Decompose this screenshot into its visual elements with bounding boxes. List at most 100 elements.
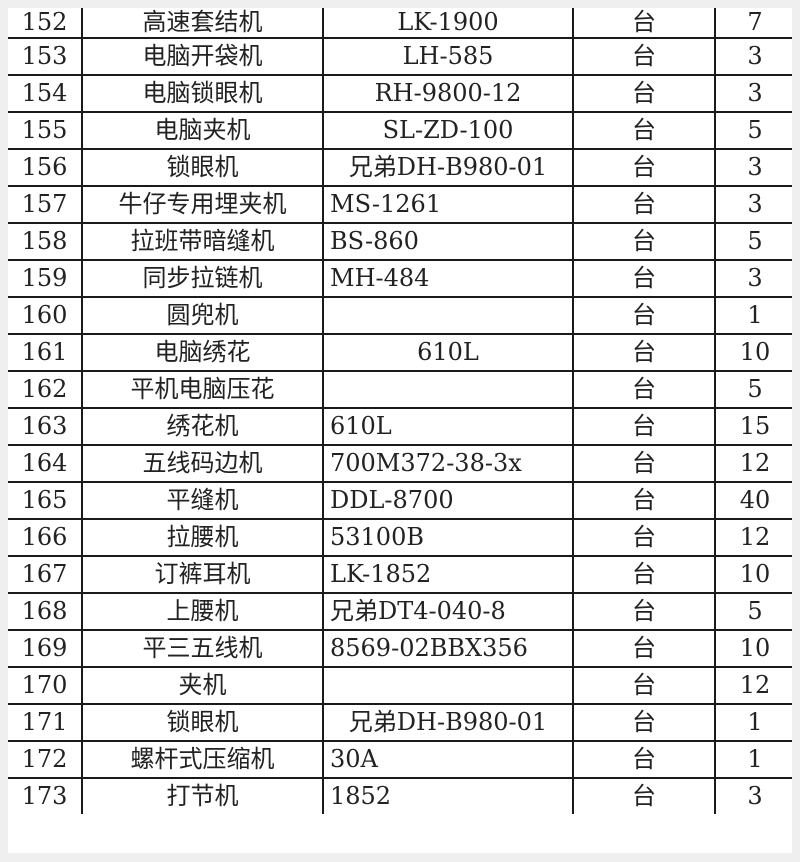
equipment-name-cell: 电脑夹机	[81, 111, 324, 150]
row-number-cell: 171	[8, 703, 83, 742]
unit-cell: 台	[572, 74, 716, 113]
table-row: 165 平缝机 DDL-8700 台 40	[8, 481, 792, 520]
table-row: 160 圆兜机 台 1	[8, 296, 792, 335]
row-number-cell: 169	[8, 629, 83, 668]
table-row: 155 电脑夹机 SL-ZD-100 台 5	[8, 111, 792, 150]
quantity-cell: 3	[714, 259, 792, 298]
quantity-cell: 3	[714, 37, 792, 76]
model-cell	[322, 370, 574, 409]
equipment-name-cell: 订裤耳机	[81, 555, 324, 594]
quantity-cell: 3	[714, 74, 792, 113]
quantity-cell: 12	[714, 666, 792, 705]
row-number-cell: 153	[8, 37, 83, 76]
unit-cell: 台	[572, 555, 716, 594]
model-cell: 8569-02BBX356	[322, 629, 574, 668]
unit-cell: 台	[572, 518, 716, 557]
quantity-cell: 15	[714, 407, 792, 446]
equipment-table-sheet: 152 高速套结机 LK-1900 台 7 153 电脑开袋机 LH-585 台 3 154 电脑锁眼…	[8, 8, 792, 853]
row-number-cell: 168	[8, 592, 83, 631]
table-row: 152 高速套结机 LK-1900 台 7	[8, 8, 792, 39]
unit-cell: 台	[572, 740, 716, 779]
table-row: 164 五线码边机 700M372-38-3x 台 12	[8, 444, 792, 483]
model-cell: SL-ZD-100	[322, 111, 574, 150]
table-row: 154 电脑锁眼机 RH-9800-12 台 3	[8, 74, 792, 113]
unit-cell: 台	[572, 444, 716, 483]
equipment-name-cell: 打节机	[81, 777, 324, 814]
model-cell: 兄弟DH-B980-01	[322, 148, 574, 187]
row-number-cell: 170	[8, 666, 83, 705]
table-row: 173 打节机 1852 台 3	[8, 777, 792, 814]
row-number-cell: 172	[8, 740, 83, 779]
quantity-cell: 1	[714, 740, 792, 779]
unit-cell: 台	[572, 370, 716, 409]
row-number-cell: 156	[8, 148, 83, 187]
equipment-name-cell: 电脑开袋机	[81, 37, 324, 76]
quantity-cell: 1	[714, 296, 792, 335]
unit-cell: 台	[572, 629, 716, 668]
unit-cell: 台	[572, 407, 716, 446]
unit-cell: 台	[572, 666, 716, 705]
equipment-name-cell: 平机电脑压花	[81, 370, 324, 409]
row-number-cell: 164	[8, 444, 83, 483]
unit-cell: 台	[572, 259, 716, 298]
quantity-cell: 5	[714, 370, 792, 409]
table-row: 159 同步拉链机 MH-484 台 3	[8, 259, 792, 298]
quantity-cell: 12	[714, 518, 792, 557]
quantity-cell: 40	[714, 481, 792, 520]
row-number-cell: 166	[8, 518, 83, 557]
quantity-cell: 1	[714, 703, 792, 742]
equipment-name-cell: 高速套结机	[81, 8, 324, 39]
model-cell: RH-9800-12	[322, 74, 574, 113]
table-row: 172 螺杆式压缩机 30A 台 1	[8, 740, 792, 779]
unit-cell: 台	[572, 148, 716, 187]
equipment-name-cell: 圆兜机	[81, 296, 324, 335]
model-cell: 1852	[322, 777, 574, 814]
table-row: 169 平三五线机 8569-02BBX356 台 10	[8, 629, 792, 668]
model-cell: 兄弟DH-B980-01	[322, 703, 574, 742]
unit-cell: 台	[572, 111, 716, 150]
row-number-cell: 157	[8, 185, 83, 224]
model-cell: 610L	[322, 333, 574, 372]
table-row: 163 绣花机 610L 台 15	[8, 407, 792, 446]
table-row: 157 牛仔专用埋夹机 MS-1261 台 3	[8, 185, 792, 224]
quantity-cell: 10	[714, 555, 792, 594]
quantity-cell: 3	[714, 185, 792, 224]
model-cell: LK-1900	[322, 8, 574, 39]
unit-cell: 台	[572, 8, 716, 39]
unit-cell: 台	[572, 185, 716, 224]
row-number-cell: 159	[8, 259, 83, 298]
equipment-name-cell: 拉腰机	[81, 518, 324, 557]
equipment-name-cell: 绣花机	[81, 407, 324, 446]
model-cell: 30A	[322, 740, 574, 779]
row-number-cell: 173	[8, 777, 83, 814]
quantity-cell: 3	[714, 148, 792, 187]
quantity-cell: 12	[714, 444, 792, 483]
table-row: 153 电脑开袋机 LH-585 台 3	[8, 37, 792, 76]
table-row: 158 拉班带暗缝机 BS-860 台 5	[8, 222, 792, 261]
table-row: 168 上腰机 兄弟DT4-040-8 台 5	[8, 592, 792, 631]
row-number-cell: 163	[8, 407, 83, 446]
equipment-name-cell: 夹机	[81, 666, 324, 705]
row-number-cell: 154	[8, 74, 83, 113]
model-cell: LH-585	[322, 37, 574, 76]
row-number-cell: 162	[8, 370, 83, 409]
unit-cell: 台	[572, 333, 716, 372]
model-cell: DDL-8700	[322, 481, 574, 520]
model-cell: LK-1852	[322, 555, 574, 594]
quantity-cell: 7	[714, 8, 792, 39]
equipment-table: 152 高速套结机 LK-1900 台 7 153 电脑开袋机 LH-585 台 3 154 电脑锁眼…	[8, 8, 792, 814]
unit-cell: 台	[572, 592, 716, 631]
equipment-name-cell: 电脑绣花	[81, 333, 324, 372]
quantity-cell: 3	[714, 777, 792, 814]
equipment-name-cell: 上腰机	[81, 592, 324, 631]
equipment-name-cell: 平缝机	[81, 481, 324, 520]
row-number-cell: 152	[8, 8, 83, 39]
unit-cell: 台	[572, 777, 716, 814]
table-row: 156 锁眼机 兄弟DH-B980-01 台 3	[8, 148, 792, 187]
unit-cell: 台	[572, 296, 716, 335]
model-cell: MS-1261	[322, 185, 574, 224]
row-number-cell: 167	[8, 555, 83, 594]
model-cell: 610L	[322, 407, 574, 446]
model-cell	[322, 296, 574, 335]
model-cell: MH-484	[322, 259, 574, 298]
